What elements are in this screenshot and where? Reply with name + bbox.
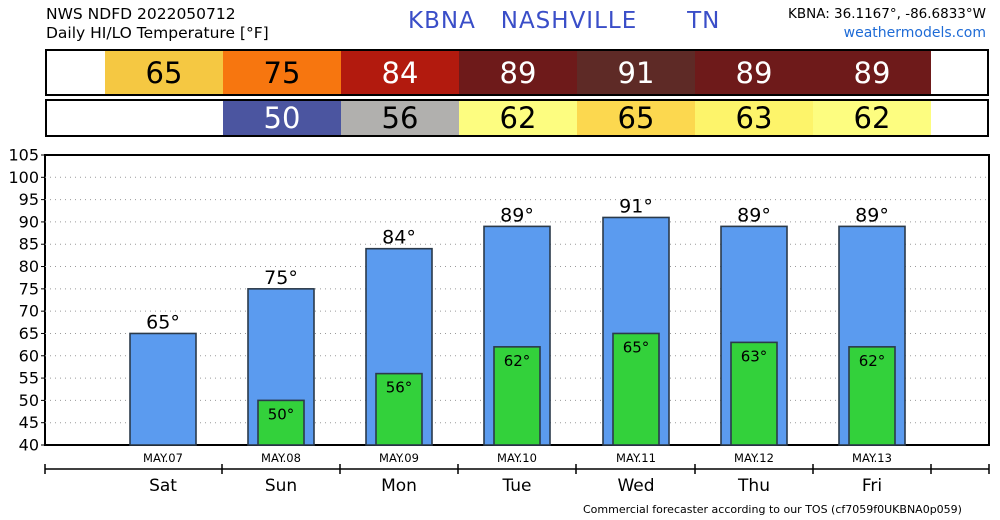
y-tick-label: 70	[19, 302, 39, 321]
high-data-label: 89°	[500, 204, 534, 226]
low-temp-cell: 63	[695, 101, 813, 135]
station-coords: KBNA: 36.1167°, -86.6833°W	[787, 6, 986, 22]
low-bar	[612, 332, 660, 446]
low-temp-strip: 50 56 62 65 63 62	[45, 99, 989, 137]
low-temp-cell: 62	[813, 101, 931, 135]
y-tick-label: 50	[19, 391, 39, 410]
weekday-label: Fri	[862, 476, 882, 496]
y-tick-label: 90	[19, 212, 39, 231]
weekday-label: Thu	[737, 476, 770, 496]
date-label: MAY.07	[143, 451, 183, 465]
model-run-label: NWS NDFD 2022050712	[46, 5, 236, 23]
low-temp-cell: 62	[459, 101, 577, 135]
y-tick-label: 40	[19, 436, 39, 455]
low-temp-cell: 65	[577, 101, 695, 135]
product-title: Daily HI/LO Temperature [°F]	[46, 24, 269, 42]
high-data-label: 75°	[264, 267, 298, 289]
weekday-label: Mon	[381, 476, 417, 496]
y-tick-label: 95	[19, 190, 39, 209]
high-data-label: 65°	[146, 311, 180, 333]
low-bar	[257, 399, 305, 446]
high-temp-cell: 89	[695, 51, 813, 94]
high-bar	[129, 332, 197, 446]
date-label: MAY.10	[497, 451, 537, 465]
high-data-label: 91°	[619, 195, 653, 217]
low-temp-cell: 50	[223, 101, 341, 135]
high-temp-cell: 84	[341, 51, 459, 94]
header-right: KBNA: 36.1167°, -86.6833°W weathermodels…	[788, 5, 986, 43]
low-data-label: 62°	[504, 352, 531, 370]
y-tick-label: 55	[19, 369, 39, 388]
y-tick-label: 85	[19, 235, 39, 254]
date-label: MAY.12	[734, 451, 774, 465]
date-label: MAY.11	[616, 451, 656, 465]
y-tick-label: 45	[19, 413, 39, 432]
low-data-label: 50°	[268, 405, 295, 423]
low-bar	[730, 341, 778, 446]
weekday-label: Tue	[501, 476, 531, 496]
low-bar	[375, 372, 423, 446]
low-temp-cell	[105, 101, 223, 135]
low-bar	[493, 346, 541, 446]
y-tick-label: 65	[19, 324, 39, 343]
high-temp-cell: 89	[459, 51, 577, 94]
date-label: MAY.08	[261, 451, 301, 465]
high-temp-cell: 75	[223, 51, 341, 94]
y-tick-label: 75	[19, 279, 39, 298]
low-data-label: 65°	[623, 338, 650, 356]
low-data-label: 62°	[859, 352, 886, 370]
low-data-label: 56°	[386, 379, 413, 397]
y-tick-label: 105	[8, 146, 39, 165]
high-data-label: 89°	[855, 204, 889, 226]
high-data-label: 89°	[737, 204, 771, 226]
high-temp-cell: 91	[577, 51, 695, 94]
high-temp-strip: 65 75 84 89 91 89 89	[45, 49, 989, 96]
station-title: KBNA NASHVILLE TN	[408, 8, 721, 34]
date-label: MAY.13	[852, 451, 892, 465]
footer-note: Commercial forecaster according to our T…	[583, 503, 962, 516]
high-temp-cell: 65	[105, 51, 223, 94]
date-label: MAY.09	[379, 451, 419, 465]
site-link[interactable]: weathermodels.com	[843, 25, 986, 41]
y-tick-label: 100	[8, 168, 39, 187]
y-tick-label: 60	[19, 346, 39, 365]
weekday-label: Sun	[265, 476, 297, 496]
low-bar	[848, 346, 896, 446]
y-tick-label: 80	[19, 257, 39, 276]
high-data-label: 84°	[382, 227, 416, 249]
weekday-label: Sat	[149, 476, 177, 496]
high-temp-cell: 89	[813, 51, 931, 94]
low-data-label: 63°	[741, 347, 768, 365]
low-temp-cell: 56	[341, 101, 459, 135]
weekday-label: Wed	[617, 476, 654, 496]
header-left: NWS NDFD 2022050712 Daily HI/LO Temperat…	[46, 5, 269, 43]
